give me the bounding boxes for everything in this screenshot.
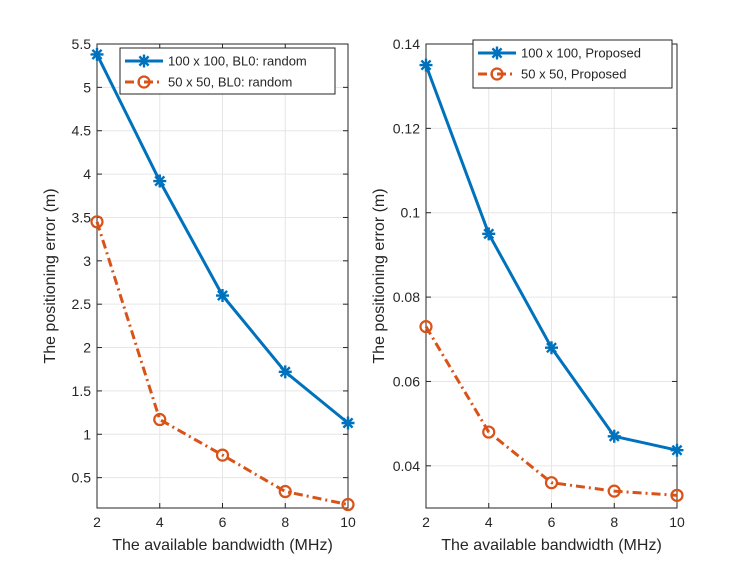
x-tick-label: 2 xyxy=(93,514,101,530)
legend: 100 x 100, Proposed 50 x 50, Proposed xyxy=(472,39,673,89)
legend-entry-label: 50 x 50, Proposed xyxy=(521,67,627,82)
legend-marker xyxy=(490,67,504,81)
data-point xyxy=(419,320,433,334)
data-point xyxy=(90,47,104,61)
right-chart-panel: 2 4 6 8 10 0.04 0.06 0.08 0.1 0.12 0.14 The availab… xyxy=(371,36,685,554)
legend-entry-label: 50 x 50, BL0: random xyxy=(168,75,292,90)
data-point xyxy=(419,58,433,72)
y-tick-label: 2.5 xyxy=(72,296,92,312)
legend-entry-label: 100 x 100, Proposed xyxy=(521,46,641,61)
y-tick-label: 0.08 xyxy=(393,289,420,305)
series-line xyxy=(424,325,678,497)
data-point xyxy=(482,425,496,439)
y-tick-label: 0.04 xyxy=(393,458,420,474)
x-tick-label: 6 xyxy=(548,514,556,530)
y-tick-label: 3 xyxy=(83,253,91,269)
data-point xyxy=(482,227,496,241)
y-tick-label: 1.5 xyxy=(72,383,92,399)
legend: 100 x 100, BL0: random 50 x 50, BL0: rand… xyxy=(119,47,336,95)
data-point xyxy=(216,289,229,303)
y-tick-label: 3.5 xyxy=(72,209,92,225)
data-point xyxy=(607,484,621,498)
y-axis-label: The positioning error (m) xyxy=(42,188,59,363)
y-tick-label: 0.14 xyxy=(393,36,420,52)
x-tick-label: 10 xyxy=(340,514,356,530)
data-point xyxy=(90,215,104,229)
x-tick-label: 8 xyxy=(610,514,618,530)
legend-box xyxy=(119,47,336,95)
y-tick-label: 0.12 xyxy=(393,120,420,136)
y-tick-label: 4 xyxy=(83,166,91,182)
x-tick-label: 2 xyxy=(422,514,430,530)
data-point xyxy=(153,412,167,427)
legend-marker xyxy=(490,46,504,60)
data-point xyxy=(544,476,559,490)
x-tick-label: 8 xyxy=(281,514,289,530)
x-tick-label: 4 xyxy=(485,514,493,530)
legend-marker xyxy=(137,54,151,68)
y-tick-label: 0.5 xyxy=(72,470,92,486)
data-point xyxy=(153,174,167,188)
data-point xyxy=(670,488,684,502)
data-point xyxy=(341,416,355,430)
data-point xyxy=(607,429,621,443)
left-chart-panel: 2 4 6 8 10 0.5 1 1.5 2 2.5 3 3.5 4 4.5 5 5.5 The availab… xyxy=(42,36,356,554)
series-line xyxy=(95,221,349,506)
y-tick-label: 5 xyxy=(83,79,91,95)
y-tick-label: 5.5 xyxy=(72,36,92,52)
y-axis-label: The positioning error (m) xyxy=(371,188,388,363)
x-tick-label: 10 xyxy=(669,514,685,530)
legend-marker xyxy=(137,75,151,89)
y-tick-label: 1 xyxy=(83,426,91,442)
legend-entry-label: 100 x 100, BL0: random xyxy=(168,54,307,69)
data-point xyxy=(670,443,684,457)
y-tick-label: 0.1 xyxy=(401,205,421,221)
x-axis-label: The available bandwidth (MHz) xyxy=(441,537,662,554)
x-tick-label: 6 xyxy=(219,514,227,530)
data-point xyxy=(278,484,292,499)
data-point xyxy=(341,497,355,512)
data-point xyxy=(545,341,558,355)
y-tick-label: 0.06 xyxy=(393,373,420,389)
x-axis-label: The available bandwidth (MHz) xyxy=(112,537,333,554)
data-point xyxy=(215,448,230,462)
y-tick-label: 4.5 xyxy=(72,123,92,139)
legend-box xyxy=(472,39,673,89)
data-point xyxy=(278,365,292,379)
x-tick-label: 4 xyxy=(156,514,164,530)
y-tick-label: 2 xyxy=(83,340,91,356)
